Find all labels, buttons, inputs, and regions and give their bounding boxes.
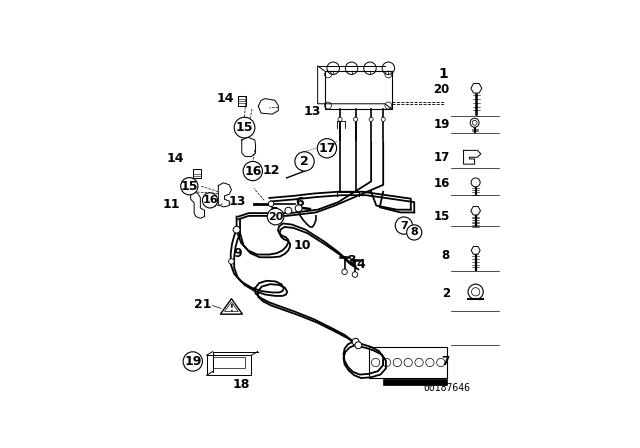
Text: 15: 15 <box>180 180 198 193</box>
Circle shape <box>472 121 477 125</box>
Circle shape <box>202 193 218 208</box>
Text: 00187646: 00187646 <box>424 383 470 392</box>
Bar <box>324 71 392 109</box>
Circle shape <box>369 117 373 121</box>
Text: 9: 9 <box>233 247 242 260</box>
Circle shape <box>470 118 479 127</box>
Circle shape <box>471 178 480 187</box>
Text: 7: 7 <box>400 220 408 231</box>
Text: 20: 20 <box>433 83 450 96</box>
Circle shape <box>355 342 362 349</box>
Circle shape <box>406 225 422 240</box>
Circle shape <box>342 269 348 275</box>
Bar <box>369 347 447 378</box>
Text: 15: 15 <box>433 210 450 223</box>
Circle shape <box>268 201 274 207</box>
Text: 13: 13 <box>228 195 246 208</box>
Circle shape <box>183 352 202 371</box>
Bar <box>238 96 246 106</box>
Circle shape <box>295 205 302 212</box>
Text: 14: 14 <box>217 92 234 105</box>
Text: 15: 15 <box>236 121 253 134</box>
Circle shape <box>285 207 292 214</box>
Text: 19: 19 <box>433 118 450 131</box>
Text: 16: 16 <box>433 177 450 190</box>
Circle shape <box>234 117 255 138</box>
Text: 17: 17 <box>318 142 336 155</box>
Bar <box>207 355 252 375</box>
Text: 5: 5 <box>270 206 279 219</box>
Bar <box>193 169 202 178</box>
Text: 1: 1 <box>438 68 448 82</box>
Text: 4: 4 <box>356 258 365 271</box>
Circle shape <box>381 117 385 121</box>
Bar <box>214 357 245 368</box>
Text: 8: 8 <box>442 249 450 262</box>
Circle shape <box>317 138 337 158</box>
Text: 13: 13 <box>303 105 321 118</box>
Text: 12: 12 <box>262 164 280 177</box>
Circle shape <box>338 117 342 121</box>
Text: 2: 2 <box>442 287 450 300</box>
Text: 16: 16 <box>244 164 262 177</box>
Text: 14: 14 <box>166 152 184 165</box>
Circle shape <box>295 152 314 171</box>
Text: 18: 18 <box>232 378 250 391</box>
Text: 6: 6 <box>296 196 304 209</box>
Circle shape <box>396 217 413 234</box>
Circle shape <box>268 208 284 225</box>
Circle shape <box>180 177 198 195</box>
Text: 20: 20 <box>268 211 284 222</box>
Bar <box>383 379 447 385</box>
Circle shape <box>352 338 359 345</box>
Circle shape <box>352 272 358 277</box>
Text: 8: 8 <box>410 228 418 237</box>
Circle shape <box>233 226 240 233</box>
Text: 16: 16 <box>202 195 218 205</box>
Text: 10: 10 <box>294 239 311 252</box>
Text: 3: 3 <box>347 254 356 267</box>
Text: !: ! <box>230 304 234 313</box>
Text: 19: 19 <box>184 355 202 368</box>
Text: 11: 11 <box>162 198 180 211</box>
Circle shape <box>228 258 234 264</box>
Text: 17: 17 <box>433 151 450 164</box>
Circle shape <box>353 117 358 121</box>
Text: 7: 7 <box>442 355 450 368</box>
Text: 2: 2 <box>300 155 309 168</box>
Circle shape <box>243 161 262 181</box>
Text: 21: 21 <box>195 298 212 311</box>
